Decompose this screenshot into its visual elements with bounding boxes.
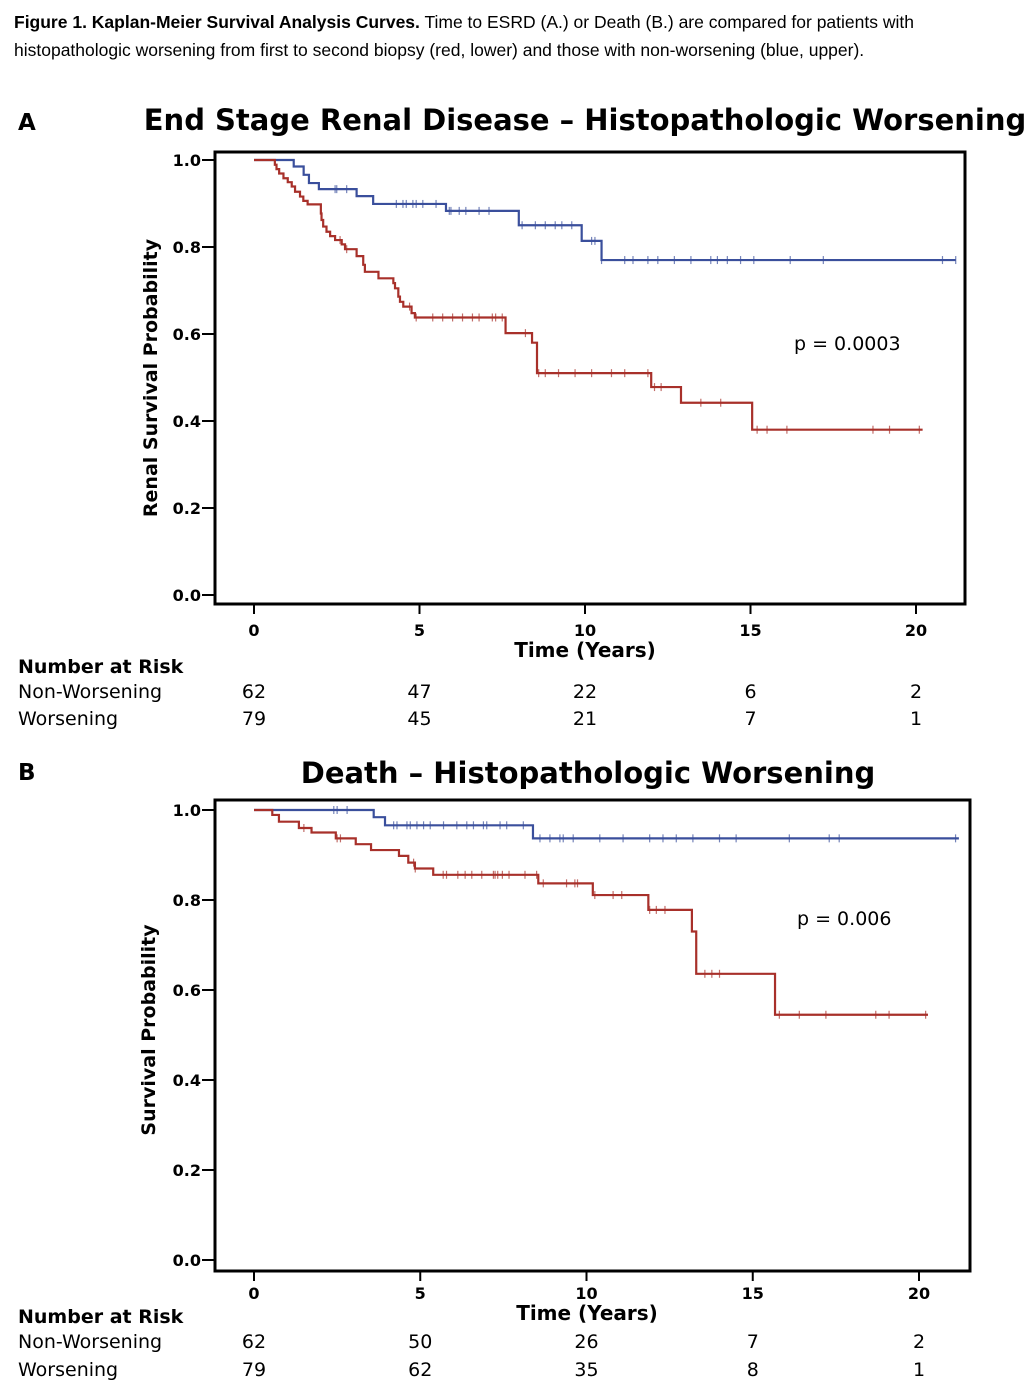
risk-header-a: Number at Risk <box>18 656 184 678</box>
chart-title-a: End Stage Renal Disease – Histopathologi… <box>144 103 1027 137</box>
x-axis-label-a: Time (Years) <box>514 638 656 662</box>
risk-value-b: 1 <box>913 1359 925 1381</box>
risk-row-label-b-1: Worsening <box>18 1359 118 1381</box>
x-tick-label-b: 20 <box>908 1284 930 1303</box>
risk-value-b: 8 <box>747 1359 759 1381</box>
x-axis-label-b: Time (Years) <box>516 1301 658 1325</box>
x-tick-label-a: 0 <box>248 621 259 640</box>
y-axis-label-a: Renal Survival Probability <box>140 238 162 517</box>
risk-value-b: 62 <box>408 1359 432 1381</box>
risk-value-a: 7 <box>744 708 756 730</box>
risk-value-a: 6 <box>744 681 756 703</box>
risk-value-b: 35 <box>574 1359 598 1381</box>
plot-area-b: 0.0 0.2 0.4 0.6 0.8 1.0 0 5 10 15 20 62 50 26 7 2 79 62 35… <box>173 798 972 1381</box>
chart-title-b: Death – Histopathologic Worsening <box>301 756 875 790</box>
survival-curve-non-worsening-a <box>254 158 956 262</box>
risk-value-b: 26 <box>574 1331 598 1353</box>
risk-value-a: 79 <box>242 708 266 730</box>
risk-value-b: 7 <box>747 1331 759 1353</box>
y-tick-label-b: 0.2 <box>173 1161 201 1180</box>
x-tick-label-a: 10 <box>574 621 596 640</box>
survival-curve-non-worsening-b <box>254 808 959 840</box>
risk-value-a: 45 <box>407 708 431 730</box>
y-tick-label-a: 0.6 <box>173 325 201 344</box>
p-value-a: p = 0.0003 <box>794 333 901 355</box>
plot-frame-a <box>213 150 967 606</box>
x-tick-label-b: 5 <box>415 1284 426 1303</box>
p-value-b: p = 0.006 <box>797 908 891 930</box>
survival-curve-worsening-a <box>254 158 923 431</box>
y-tick-label-a: 0.4 <box>173 412 201 431</box>
panel-a: A End Stage Renal Disease – Histopatholo… <box>18 103 1026 730</box>
risk-value-b: 62 <box>242 1331 266 1353</box>
caption-text: Time to ESRD (A.) or Death (B.) are comp… <box>14 12 914 60</box>
panel-label-a: A <box>18 110 36 136</box>
risk-row-label-a-0: Non-Worsening <box>18 681 162 703</box>
risk-row-label-b-0: Non-Worsening <box>18 1331 162 1353</box>
risk-value-a: 21 <box>573 708 597 730</box>
risk-value-b: 79 <box>242 1359 266 1381</box>
x-tick-label-b: 15 <box>742 1284 764 1303</box>
x-tick-label-a: 5 <box>414 621 425 640</box>
y-tick-label-b: 0.6 <box>173 981 201 1000</box>
y-tick-label-a: 0.8 <box>173 238 201 257</box>
caption-label: Figure 1. Kaplan-Meier Survival Analysis… <box>14 12 420 32</box>
y-tick-label-b: 0.4 <box>173 1071 201 1090</box>
survival-curve-worsening-b <box>254 808 928 1016</box>
y-tick-label-a: 1.0 <box>173 151 201 170</box>
risk-value-a: 2 <box>910 681 922 703</box>
panel-label-b: B <box>18 760 36 786</box>
y-tick-label-b: 0.0 <box>173 1251 201 1270</box>
risk-value-b: 2 <box>913 1331 925 1353</box>
risk-value-b: 50 <box>408 1331 432 1353</box>
panel-b: B Death – Histopathologic Worsening Surv… <box>18 756 972 1381</box>
x-tick-label-a: 20 <box>905 621 927 640</box>
risk-header-b: Number at Risk <box>18 1306 184 1328</box>
risk-row-label-a-1: Worsening <box>18 708 118 730</box>
y-tick-label-b: 0.8 <box>173 891 201 910</box>
y-tick-label-b: 1.0 <box>173 801 201 820</box>
x-tick-label-b: 0 <box>248 1284 259 1303</box>
y-axis-label-b: Survival Probability <box>138 924 160 1136</box>
plot-frame-b <box>213 798 972 1273</box>
risk-value-a: 1 <box>910 708 922 730</box>
x-tick-label-b: 10 <box>575 1284 597 1303</box>
y-tick-label-a: 0.2 <box>173 499 201 518</box>
y-tick-label-a: 0.0 <box>173 586 201 605</box>
risk-value-a: 22 <box>573 681 597 703</box>
figure-caption: Figure 1. Kaplan-Meier Survival Analysis… <box>14 8 1024 64</box>
risk-value-a: 62 <box>242 681 266 703</box>
risk-value-a: 47 <box>407 681 431 703</box>
x-tick-label-a: 15 <box>739 621 761 640</box>
